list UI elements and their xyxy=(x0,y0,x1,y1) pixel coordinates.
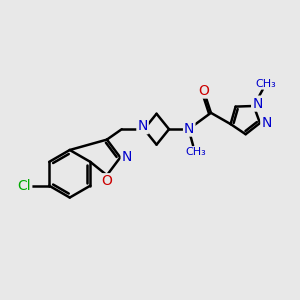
Text: O: O xyxy=(101,174,112,188)
Text: N: N xyxy=(122,150,132,164)
Text: Cl: Cl xyxy=(18,179,31,193)
Text: N: N xyxy=(261,116,272,130)
Text: N: N xyxy=(137,119,148,133)
Text: CH₃: CH₃ xyxy=(255,79,276,89)
Text: N: N xyxy=(252,97,262,111)
Text: CH₃: CH₃ xyxy=(186,147,206,157)
Text: N: N xyxy=(184,122,194,136)
Text: O: O xyxy=(198,84,208,98)
